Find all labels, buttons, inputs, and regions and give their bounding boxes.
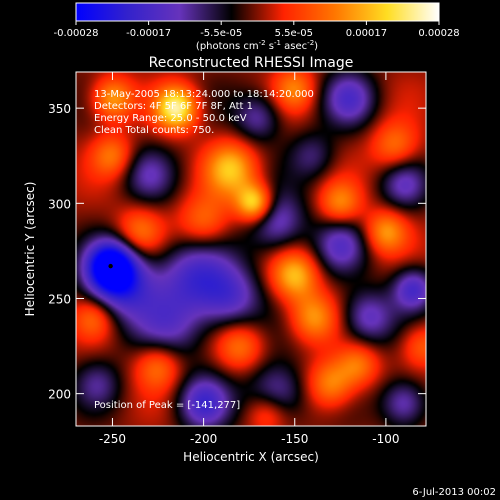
chart-title: Reconstructed RHESSI Image bbox=[149, 55, 354, 71]
colorbar-ticks: -0.00028 -0.00017 -5.5e-05 5.5e-05 0.00017 0.… bbox=[54, 21, 460, 39]
info-line: Energy Range: 25.0 - 50.0 keV bbox=[94, 113, 247, 124]
colorbar-unit-label: (photons cm-2 s-1 asec-2) bbox=[196, 39, 318, 52]
colorbar-tick-label: -5.5e-05 bbox=[200, 28, 242, 39]
info-line: 13-May-2005 18:13:24.000 to 18:14:20.000 bbox=[94, 89, 314, 100]
x-axis-label: Heliocentric X (arcsec) bbox=[183, 450, 319, 464]
colorbar-tick-label: 0.00028 bbox=[418, 28, 459, 39]
colorbar bbox=[75, 2, 440, 22]
x-tick-label: -150 bbox=[281, 432, 308, 446]
colorbar-tick-label: -0.00017 bbox=[126, 28, 171, 39]
peak-marker bbox=[108, 263, 113, 269]
axis-ticks: -250 -200 -150 -100 200 250 300 350 bbox=[48, 72, 426, 446]
colorbar-tick-label: 5.5e-05 bbox=[275, 28, 313, 39]
colorbar-tick-label: 0.00017 bbox=[346, 28, 387, 39]
x-tick-label: -250 bbox=[99, 432, 126, 446]
info-annotations: 13-May-2005 18:13:24.000 to 18:14:20.000… bbox=[94, 89, 314, 136]
y-tick-label: 300 bbox=[48, 197, 71, 211]
colorbar-tick-label: -0.00028 bbox=[54, 28, 99, 39]
peak-position-label: Position of Peak = [-141,277] bbox=[94, 400, 240, 411]
y-tick-label: 250 bbox=[48, 292, 71, 306]
plot-frame bbox=[75, 71, 427, 427]
info-line: Detectors: 4F 5F 6F 7F 8F, Att 1 bbox=[94, 101, 253, 112]
x-tick-label: -200 bbox=[190, 432, 217, 446]
y-tick-label: 200 bbox=[48, 388, 71, 402]
x-tick-label: -100 bbox=[372, 432, 399, 446]
timestamp: 6-Jul-2013 00:02 bbox=[412, 487, 496, 498]
y-axis-label: Heliocentric Y (arcsec) bbox=[23, 182, 37, 317]
info-line: Clean Total counts: 750. bbox=[94, 125, 214, 136]
heatmap-image bbox=[76, 72, 426, 426]
y-tick-label: 350 bbox=[48, 102, 71, 116]
